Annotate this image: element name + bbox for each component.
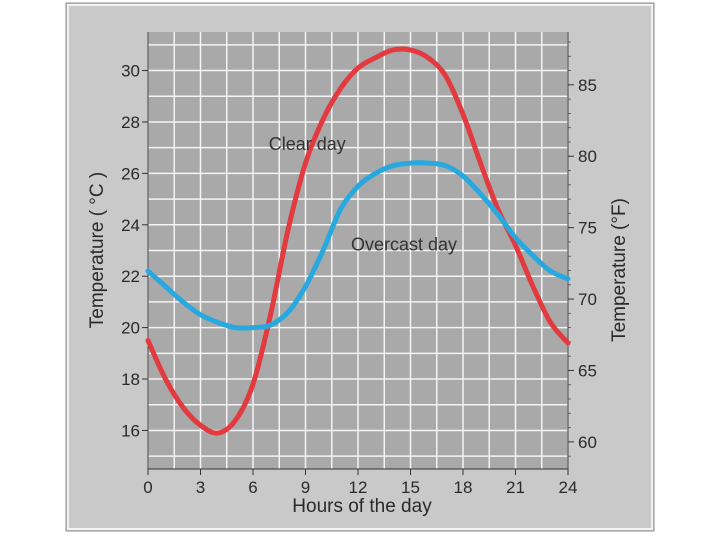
- y-tick-label-4: 24: [121, 216, 140, 235]
- y-axis-title-fahrenheit: Temperature (°F): [609, 198, 630, 342]
- y2-tick-label-0: 60: [578, 433, 597, 452]
- frame-highlight: [67, 4, 653, 530]
- series-line-overcast-day: [145, 160, 571, 331]
- y-tick-label-1: 18: [121, 370, 140, 389]
- x-tick-label-3: 9: [301, 478, 310, 497]
- x-axis-title: Hours of the day: [292, 496, 432, 517]
- annotation-overcast-day: Overcast day: [351, 235, 457, 255]
- y-axis-title-celsius: Temperature ( °C ): [87, 172, 108, 328]
- y2-tick-label-1: 65: [578, 361, 597, 380]
- x-tick-label-4: 12: [349, 478, 368, 497]
- y-tick-label-5: 26: [121, 164, 140, 183]
- y2-tick-label-5: 85: [578, 76, 597, 95]
- x-tick-label-6: 18: [454, 478, 473, 497]
- y-tick-label-0: 16: [121, 421, 140, 440]
- x-tick-label-1: 3: [196, 478, 205, 497]
- labels: Hours of the day Temperature ( °C ) Temp…: [87, 62, 630, 517]
- y-tick-label-6: 28: [121, 113, 140, 132]
- y-tick-label-3: 22: [121, 267, 140, 286]
- x-tick-label-8: 24: [559, 478, 578, 497]
- x-tick-label-7: 21: [506, 478, 525, 497]
- series-line-clear-day: [145, 46, 571, 436]
- annotation-clear-day: Clear day: [269, 134, 346, 154]
- y2-tick-label-3: 75: [578, 219, 597, 238]
- series-layer: [145, 46, 571, 436]
- y-tick-label-2: 20: [121, 319, 140, 338]
- y2-tick-label-4: 80: [578, 147, 597, 166]
- axes: [142, 32, 574, 475]
- y2-tick-label-2: 70: [578, 290, 597, 309]
- y-tick-label-7: 30: [121, 62, 140, 81]
- x-tick-label-5: 15: [401, 478, 420, 497]
- x-tick-label-2: 6: [248, 478, 257, 497]
- x-tick-label-0: 0: [143, 478, 152, 497]
